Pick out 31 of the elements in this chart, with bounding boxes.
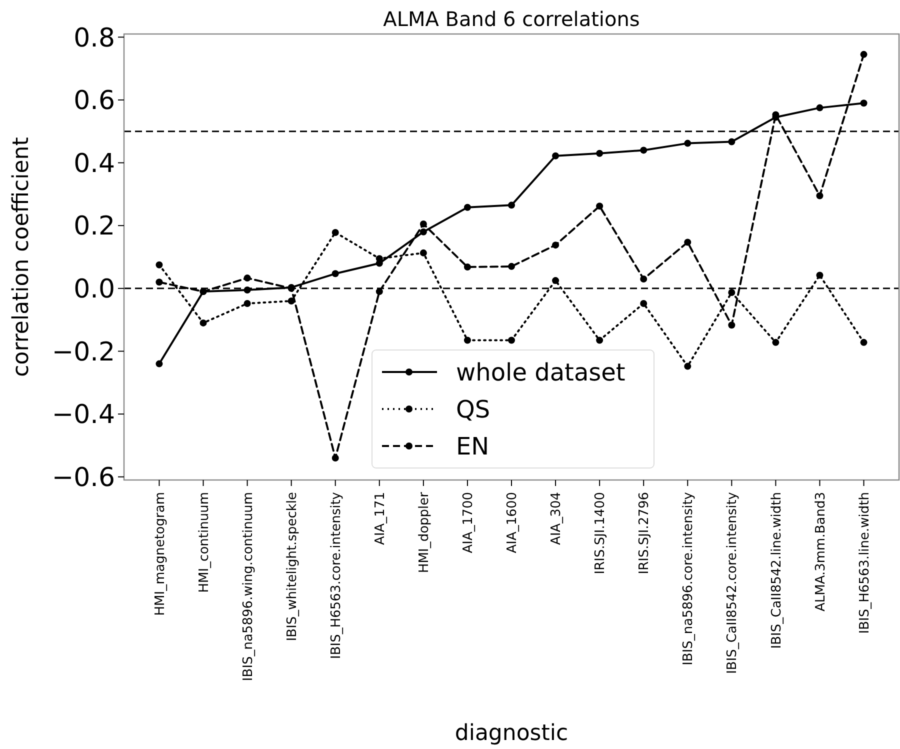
y-tick-label: 0.4 [74, 148, 115, 179]
x-tick-label: AIA_1600 [505, 492, 520, 554]
legend-label: whole dataset [456, 358, 626, 386]
x-tick-label: IBIS_whitelight.speckle [284, 492, 300, 642]
x-tick-label: IBIS_CaII8542.line.width [769, 492, 784, 649]
x-tick-label: AIA_304 [549, 492, 564, 545]
y-tick-label: −0.4 [52, 400, 115, 430]
legend-label: QS [456, 395, 490, 424]
x-tick-label: AIA_1700 [461, 492, 476, 554]
y-tick-label: 0.8 [74, 23, 115, 54]
x-tick-label: IBIS_na5896.wing.continuum [240, 492, 256, 682]
y-tick-label: 0.0 [74, 274, 115, 305]
y-tick-label: −0.2 [52, 337, 115, 368]
y-tick-label: 0.2 [74, 212, 115, 242]
y-axis-title: correlation coefficient [9, 136, 34, 377]
y-tick-label: −0.6 [52, 462, 115, 493]
x-tick-label: HMI_magnetogram [152, 492, 168, 616]
x-tick-label: IRIS.SJI.2796 [637, 492, 652, 574]
x-tick-label: HMI_doppler [416, 491, 432, 573]
y-tick-label: 0.6 [74, 86, 115, 116]
x-tick-label: IBIS_na5896.core.intensity [681, 492, 696, 666]
x-axis-title: diagnostic [454, 721, 568, 746]
x-tick-label: AIA_171 [372, 492, 388, 545]
legend-label: EN [456, 432, 490, 460]
x-tick-label: IBIS_H6563.core.intensity [328, 492, 344, 659]
chart-title: ALMA Band 6 correlations [383, 7, 640, 31]
x-tick-label: ALMA.3mm.Band3 [813, 492, 828, 612]
x-tick-label: IBIS_CaII8542.core.intensity [725, 492, 740, 674]
x-tick-label: IRIS.SJI.1400 [593, 492, 608, 574]
x-tick-label: HMI_continuum [196, 492, 212, 593]
x-tick-label: IBIS_H6563.line.width [857, 492, 872, 634]
